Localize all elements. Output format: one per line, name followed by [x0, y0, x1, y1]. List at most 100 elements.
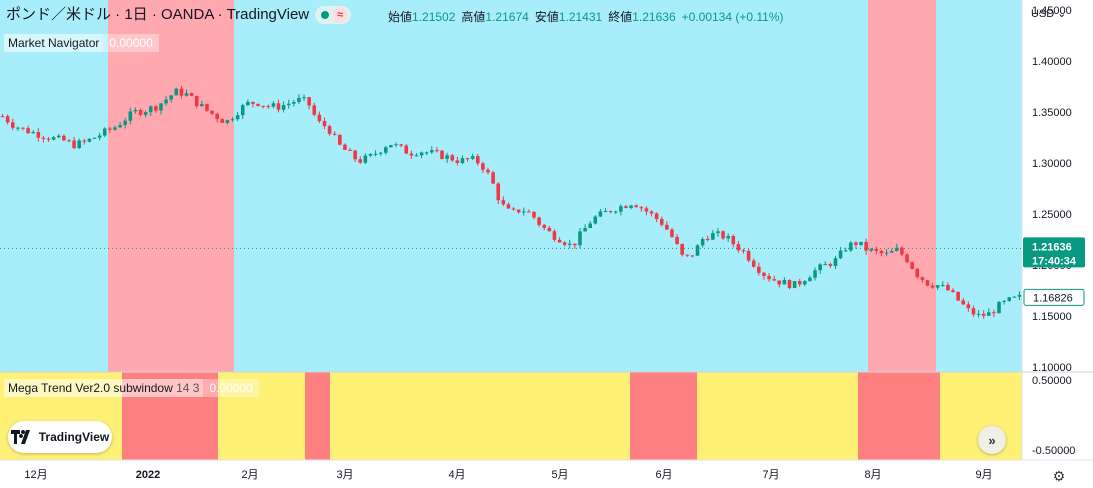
- status-badge[interactable]: ≈: [315, 6, 352, 24]
- sub-price-axis[interactable]: 0.50000 -0.50000: [0, 371, 1093, 457]
- candle-body: [102, 128, 107, 136]
- candle-body: [573, 243, 577, 246]
- candle-body: [751, 260, 756, 267]
- candle: [634, 204, 638, 208]
- candle-body: [619, 206, 623, 212]
- candle: [271, 101, 276, 109]
- tradingview-logo[interactable]: TradingView: [8, 421, 112, 453]
- candle: [189, 92, 194, 97]
- candle-body: [649, 211, 654, 214]
- candle: [557, 237, 562, 243]
- indicator-sub-name[interactable]: Mega Trend Ver2.0 subwindow 14 3: [4, 379, 204, 397]
- high-label: 高値: [461, 10, 486, 24]
- candle: [700, 237, 705, 248]
- low-label: 安値: [534, 10, 559, 24]
- candle: [532, 211, 536, 220]
- scroll-to-realtime-button[interactable]: »: [978, 426, 1006, 454]
- candle-body: [430, 150, 434, 153]
- candle-body: [118, 124, 122, 128]
- candle: [251, 101, 255, 108]
- candle: [971, 305, 976, 317]
- candle: [930, 283, 935, 289]
- candle: [578, 227, 582, 249]
- candle-body: [956, 291, 960, 301]
- indicator-main-name[interactable]: Market Navigator: [4, 34, 104, 52]
- candle: [981, 310, 986, 319]
- candle-body: [787, 279, 792, 289]
- price-axis[interactable]: 1.450001.400001.350001.300001.250001.200…: [1021, 0, 1085, 460]
- candle-body: [981, 313, 986, 316]
- candle-body: [276, 103, 281, 110]
- candle: [506, 202, 511, 209]
- candle: [419, 151, 424, 159]
- candle-body: [746, 250, 751, 261]
- symbol-title[interactable]: ポンド／米ドル · 1日 · OANDA · TradingView: [6, 6, 310, 23]
- candle-body: [670, 229, 674, 237]
- candle-body: [72, 140, 76, 149]
- price-tick-label: 1.45000: [1032, 5, 1072, 17]
- candle-body: [419, 152, 424, 156]
- candle-body: [82, 140, 87, 142]
- time-tick-label: 8月: [864, 469, 881, 481]
- indicator-main-legend[interactable]: Market Navigator 0.00000: [4, 34, 159, 52]
- candle-body: [460, 158, 465, 163]
- candle: [384, 145, 388, 155]
- candle: [159, 103, 163, 115]
- trend-up-region: [330, 372, 630, 460]
- candle: [246, 99, 250, 107]
- candle: [358, 156, 363, 164]
- candle: [644, 206, 649, 216]
- candle: [895, 243, 899, 252]
- candle-body: [603, 211, 608, 213]
- candle-body: [823, 264, 828, 266]
- candle: [378, 152, 383, 156]
- candle: [562, 241, 567, 247]
- time-tick-label: 2月: [241, 469, 258, 481]
- candle: [102, 127, 107, 138]
- candle: [741, 248, 746, 254]
- candle: [67, 138, 71, 143]
- candle-body: [404, 145, 409, 154]
- gear-icon[interactable]: ⚙: [1052, 467, 1066, 484]
- candle: [97, 132, 102, 141]
- candle-body: [588, 223, 592, 229]
- candle-body: [394, 144, 398, 146]
- currency-selector[interactable]: USD ⌄: [1031, 6, 1067, 22]
- candle: [46, 136, 51, 142]
- bullish-region: [936, 0, 1022, 372]
- candle-body: [148, 106, 153, 113]
- candle: [256, 103, 260, 107]
- tradingview-logo-icon: [10, 430, 30, 444]
- candle-body: [772, 279, 776, 281]
- candle: [0, 113, 5, 118]
- candle: [435, 146, 439, 153]
- candle-body: [583, 228, 587, 232]
- indicator-sub-legend[interactable]: Mega Trend Ver2.0 subwindow 14 3 0.00000: [4, 379, 259, 397]
- candle-body: [486, 169, 490, 173]
- candle-body: [864, 241, 868, 251]
- candle-body: [475, 156, 480, 164]
- candle: [128, 107, 133, 125]
- candle: [266, 104, 271, 109]
- candle-body: [338, 134, 342, 145]
- candle-body: [828, 264, 833, 266]
- candle: [925, 279, 930, 287]
- candle-body: [92, 137, 97, 139]
- candle: [312, 102, 317, 117]
- candle: [450, 153, 455, 162]
- candle-body: [721, 231, 725, 239]
- candle-body: [905, 254, 909, 263]
- candle-body: [230, 119, 235, 121]
- candle-body: [680, 243, 684, 255]
- time-axis[interactable]: 12月 2022 2月 3月 4月 5月 6月 7月 8月 9月: [0, 459, 1093, 481]
- candle: [705, 235, 710, 242]
- candle: [608, 210, 613, 214]
- candle: [10, 118, 15, 131]
- candle: [148, 105, 153, 117]
- candle: [751, 258, 756, 268]
- candle: [665, 221, 669, 230]
- candle-body: [312, 105, 317, 115]
- time-tick-label: 6月: [655, 469, 672, 481]
- candle-body: [608, 211, 613, 213]
